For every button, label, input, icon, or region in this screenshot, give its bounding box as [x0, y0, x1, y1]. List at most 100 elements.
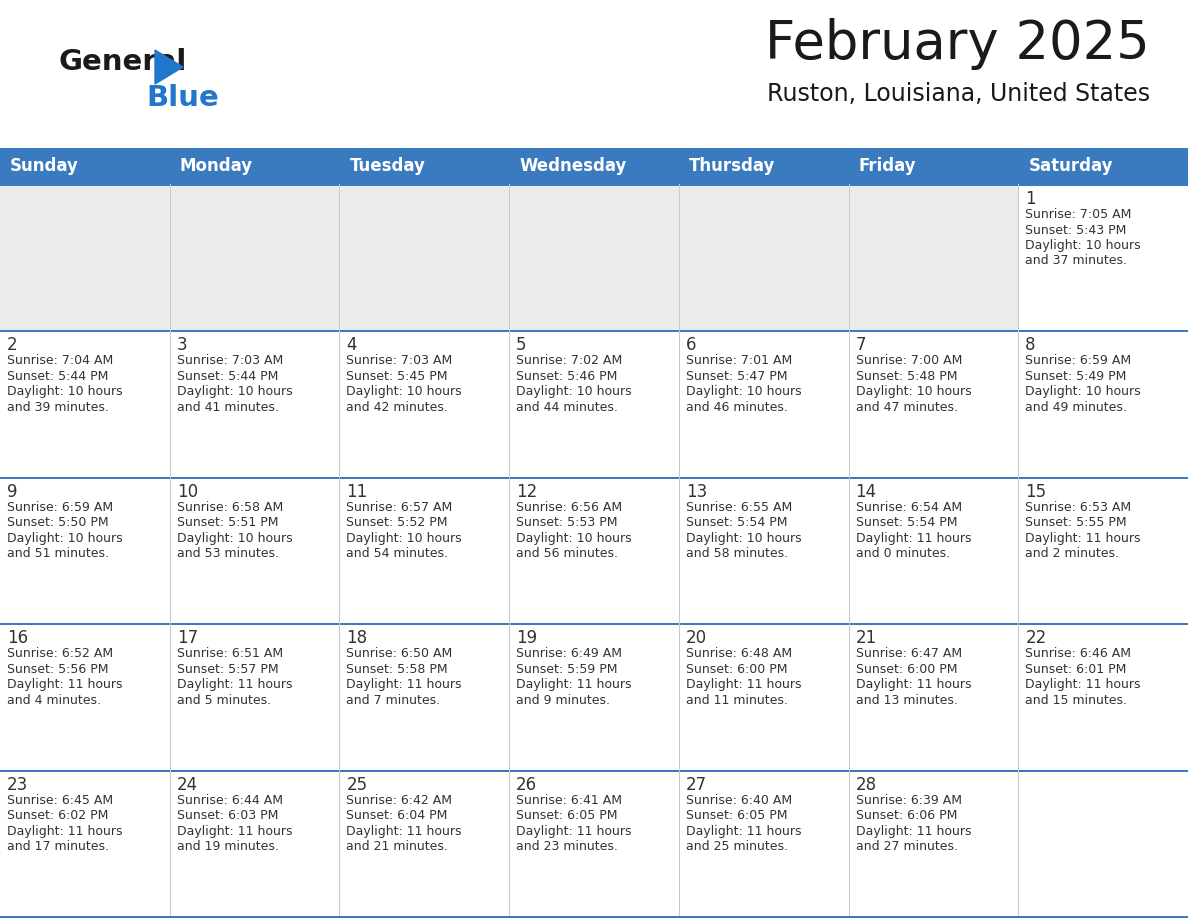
Bar — [0, 148, 1188, 184]
Text: Sunrise: 7:04 AM: Sunrise: 7:04 AM — [7, 354, 113, 367]
Bar — [0, 623, 170, 769]
Bar — [848, 330, 1018, 476]
Text: Monday: Monday — [179, 157, 253, 175]
Text: Sunrise: 7:02 AM: Sunrise: 7:02 AM — [516, 354, 623, 367]
Text: and 5 minutes.: and 5 minutes. — [177, 694, 271, 707]
Text: and 54 minutes.: and 54 minutes. — [347, 547, 448, 560]
Text: 1: 1 — [1025, 190, 1036, 208]
Bar — [1018, 769, 1188, 916]
Bar — [1018, 623, 1188, 769]
Text: 8: 8 — [1025, 336, 1036, 354]
Text: Sunrise: 7:00 AM: Sunrise: 7:00 AM — [855, 354, 962, 367]
Bar — [0, 623, 1188, 625]
Text: Daylight: 10 hours: Daylight: 10 hours — [516, 386, 632, 398]
Text: and 56 minutes.: and 56 minutes. — [516, 547, 618, 560]
Bar — [170, 330, 340, 476]
Text: 7: 7 — [855, 336, 866, 354]
Text: Sunrise: 6:58 AM: Sunrise: 6:58 AM — [177, 501, 283, 514]
Text: Sunrise: 6:52 AM: Sunrise: 6:52 AM — [7, 647, 113, 660]
Text: Daylight: 11 hours: Daylight: 11 hours — [177, 678, 292, 691]
Text: Sunrise: 6:56 AM: Sunrise: 6:56 AM — [516, 501, 623, 514]
Text: Sunrise: 7:03 AM: Sunrise: 7:03 AM — [177, 354, 283, 367]
Text: Daylight: 10 hours: Daylight: 10 hours — [7, 386, 122, 398]
Text: Sunrise: 7:05 AM: Sunrise: 7:05 AM — [1025, 208, 1132, 221]
Text: Sunset: 5:54 PM: Sunset: 5:54 PM — [855, 516, 958, 530]
Text: Sunrise: 6:39 AM: Sunrise: 6:39 AM — [855, 793, 961, 807]
Bar — [848, 623, 1018, 769]
Text: Daylight: 10 hours: Daylight: 10 hours — [855, 386, 972, 398]
Text: February 2025: February 2025 — [765, 18, 1150, 70]
Text: Daylight: 10 hours: Daylight: 10 hours — [177, 386, 292, 398]
Text: Sunset: 6:03 PM: Sunset: 6:03 PM — [177, 809, 278, 823]
Text: and 58 minutes.: and 58 minutes. — [685, 547, 788, 560]
Text: 25: 25 — [347, 776, 367, 793]
Text: 21: 21 — [855, 629, 877, 647]
Text: Thursday: Thursday — [689, 157, 776, 175]
Bar — [510, 184, 678, 330]
Text: Sunset: 5:50 PM: Sunset: 5:50 PM — [7, 516, 108, 530]
Text: Sunrise: 6:53 AM: Sunrise: 6:53 AM — [1025, 501, 1131, 514]
Text: and 37 minutes.: and 37 minutes. — [1025, 254, 1127, 267]
Text: 14: 14 — [855, 483, 877, 501]
Text: Tuesday: Tuesday — [349, 157, 425, 175]
Text: 27: 27 — [685, 776, 707, 793]
Text: Daylight: 10 hours: Daylight: 10 hours — [1025, 239, 1140, 252]
Text: Sunrise: 6:46 AM: Sunrise: 6:46 AM — [1025, 647, 1131, 660]
Text: Sunrise: 6:57 AM: Sunrise: 6:57 AM — [347, 501, 453, 514]
Text: Daylight: 11 hours: Daylight: 11 hours — [685, 824, 802, 837]
Text: Sunrise: 6:59 AM: Sunrise: 6:59 AM — [1025, 354, 1131, 367]
Bar — [1018, 184, 1188, 330]
Text: Daylight: 11 hours: Daylight: 11 hours — [516, 824, 632, 837]
Text: Daylight: 10 hours: Daylight: 10 hours — [685, 532, 802, 544]
Bar — [678, 623, 848, 769]
Bar — [1018, 476, 1188, 623]
Text: 3: 3 — [177, 336, 188, 354]
Text: Daylight: 10 hours: Daylight: 10 hours — [1025, 386, 1140, 398]
Text: Sunset: 5:44 PM: Sunset: 5:44 PM — [7, 370, 108, 383]
Text: Daylight: 11 hours: Daylight: 11 hours — [347, 824, 462, 837]
Text: and 19 minutes.: and 19 minutes. — [177, 840, 279, 853]
Text: Sunset: 5:53 PM: Sunset: 5:53 PM — [516, 516, 618, 530]
Text: and 39 minutes.: and 39 minutes. — [7, 401, 109, 414]
Text: Sunset: 5:52 PM: Sunset: 5:52 PM — [347, 516, 448, 530]
Text: and 27 minutes.: and 27 minutes. — [855, 840, 958, 853]
Text: Daylight: 11 hours: Daylight: 11 hours — [7, 678, 122, 691]
Text: 18: 18 — [347, 629, 367, 647]
Text: Sunrise: 6:48 AM: Sunrise: 6:48 AM — [685, 647, 792, 660]
Text: Daylight: 11 hours: Daylight: 11 hours — [855, 824, 971, 837]
Bar — [0, 476, 170, 623]
Text: Sunset: 5:45 PM: Sunset: 5:45 PM — [347, 370, 448, 383]
Text: Sunset: 5:43 PM: Sunset: 5:43 PM — [1025, 223, 1126, 237]
Text: Daylight: 10 hours: Daylight: 10 hours — [685, 386, 802, 398]
Text: Daylight: 11 hours: Daylight: 11 hours — [1025, 532, 1140, 544]
Text: Sunset: 5:58 PM: Sunset: 5:58 PM — [347, 663, 448, 676]
Text: Sunset: 6:04 PM: Sunset: 6:04 PM — [347, 809, 448, 823]
Text: and 4 minutes.: and 4 minutes. — [7, 694, 101, 707]
Text: and 0 minutes.: and 0 minutes. — [855, 547, 949, 560]
Text: and 11 minutes.: and 11 minutes. — [685, 694, 788, 707]
Text: Blue: Blue — [146, 84, 219, 112]
Text: Daylight: 11 hours: Daylight: 11 hours — [855, 532, 971, 544]
Text: Sunrise: 6:59 AM: Sunrise: 6:59 AM — [7, 501, 113, 514]
Text: Sunrise: 6:55 AM: Sunrise: 6:55 AM — [685, 501, 792, 514]
Text: Daylight: 11 hours: Daylight: 11 hours — [855, 678, 971, 691]
Text: Sunset: 5:56 PM: Sunset: 5:56 PM — [7, 663, 108, 676]
Bar — [848, 184, 1018, 330]
Text: Sunrise: 7:03 AM: Sunrise: 7:03 AM — [347, 354, 453, 367]
Text: Sunset: 6:00 PM: Sunset: 6:00 PM — [855, 663, 958, 676]
Bar — [678, 476, 848, 623]
Text: 26: 26 — [516, 776, 537, 793]
Bar — [510, 623, 678, 769]
Text: and 46 minutes.: and 46 minutes. — [685, 401, 788, 414]
Text: 10: 10 — [177, 483, 198, 501]
Text: 24: 24 — [177, 776, 198, 793]
Bar — [170, 476, 340, 623]
Text: Daylight: 10 hours: Daylight: 10 hours — [7, 532, 122, 544]
Text: Sunset: 6:02 PM: Sunset: 6:02 PM — [7, 809, 108, 823]
Text: Sunrise: 6:44 AM: Sunrise: 6:44 AM — [177, 793, 283, 807]
Text: Sunrise: 6:50 AM: Sunrise: 6:50 AM — [347, 647, 453, 660]
Text: Daylight: 11 hours: Daylight: 11 hours — [685, 678, 802, 691]
Text: Sunday: Sunday — [10, 157, 78, 175]
Text: Sunrise: 6:49 AM: Sunrise: 6:49 AM — [516, 647, 623, 660]
Text: 13: 13 — [685, 483, 707, 501]
